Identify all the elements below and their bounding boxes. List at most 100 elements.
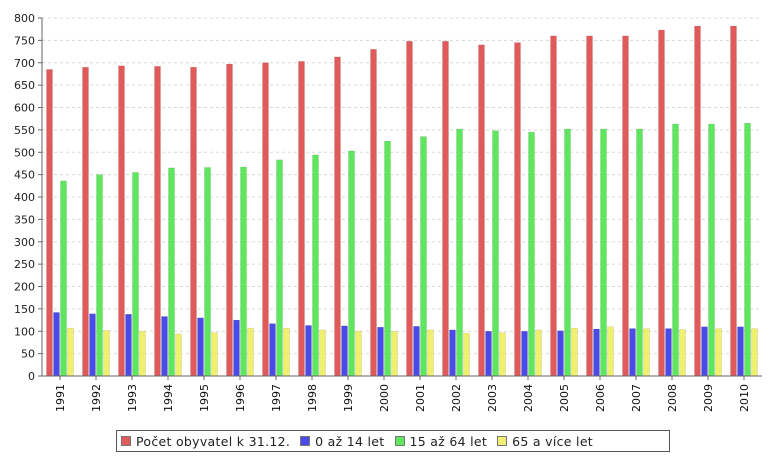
bar	[175, 333, 182, 377]
bar	[298, 61, 305, 377]
bar	[204, 167, 211, 377]
bar	[161, 316, 168, 377]
bar	[125, 313, 132, 377]
bar	[413, 326, 420, 377]
bar	[384, 140, 391, 377]
bar	[348, 150, 355, 377]
bar	[197, 317, 204, 377]
bar	[485, 331, 492, 377]
bar	[247, 327, 254, 377]
y-tick-label: 400	[14, 191, 35, 204]
bar	[139, 331, 146, 377]
legend-swatch-65-plus	[497, 436, 508, 446]
bar	[751, 328, 758, 377]
bar	[233, 319, 240, 377]
bar	[269, 323, 276, 377]
bar	[701, 326, 708, 377]
y-tick-label: 200	[14, 281, 35, 294]
bar	[478, 44, 485, 377]
x-tick-label: 2004	[522, 384, 535, 412]
legend-label-0-14: 0 až 14 let	[315, 433, 385, 449]
legend-item-total: Počet obyvatel k 31.12.	[121, 434, 290, 449]
bar	[283, 327, 290, 377]
legend-item-0-14: 0 až 14 let	[300, 434, 384, 449]
y-tick-label: 300	[14, 236, 35, 249]
bar	[564, 128, 571, 377]
bar	[118, 65, 125, 377]
bar	[514, 42, 521, 377]
y-tick-label: 500	[14, 146, 35, 159]
legend-label-15-64: 15 až 64 let	[409, 433, 488, 449]
bar	[672, 123, 679, 377]
legend-item-65-plus: 65 a více let	[497, 434, 593, 449]
bar	[492, 130, 499, 377]
bar	[154, 66, 161, 377]
bar	[103, 330, 110, 377]
legend-label-65-plus: 65 a více let	[512, 433, 594, 449]
bar	[550, 35, 557, 377]
bar	[211, 332, 218, 377]
x-tick-label: 2003	[486, 384, 499, 412]
x-tick-label: 1999	[342, 384, 355, 412]
y-tick-label: 750	[14, 34, 35, 47]
bar	[694, 25, 701, 377]
bar	[607, 326, 614, 377]
y-tick-label: 600	[14, 102, 35, 115]
bar	[53, 312, 60, 377]
bar	[665, 328, 672, 377]
bar	[355, 331, 362, 377]
bar	[449, 329, 456, 377]
x-tick-label: 1998	[306, 384, 319, 412]
bar	[622, 35, 629, 377]
bar-chart: 0 50 100 150 200 250 300 350 400 450 500 550 600 650 7…	[14, 12, 762, 412]
bar	[46, 69, 53, 377]
bar	[60, 180, 67, 377]
y-tick-label: 700	[14, 57, 35, 70]
bar	[499, 332, 506, 377]
bar	[643, 328, 650, 377]
x-tick-label: 2005	[558, 384, 571, 412]
bar	[420, 136, 427, 377]
bar	[406, 41, 413, 377]
legend-swatch-0-14	[300, 436, 311, 446]
bar	[586, 35, 593, 377]
legend-swatch-total	[121, 436, 131, 446]
bar	[96, 174, 103, 377]
legend: Počet obyvatel k 31.12. 0 až 14 let 15 a…	[116, 430, 670, 452]
bar	[571, 327, 578, 377]
x-tick-label: 2008	[666, 384, 679, 412]
bar	[521, 331, 528, 377]
bar	[334, 56, 341, 377]
bar	[168, 167, 175, 377]
bar	[730, 25, 737, 377]
y-tick-label: 150	[14, 303, 35, 316]
x-tick-label: 2000	[378, 384, 391, 412]
y-tick-label: 350	[14, 213, 35, 226]
bar	[737, 326, 744, 377]
bar	[557, 330, 564, 377]
x-tick-label: 1997	[270, 384, 283, 412]
y-tick-label: 250	[14, 258, 35, 271]
x-tick-label: 1991	[54, 384, 67, 412]
y-tick-label: 450	[14, 169, 35, 182]
bar	[67, 327, 74, 377]
bar	[442, 41, 449, 377]
bar	[377, 326, 384, 377]
x-tick-label: 2006	[594, 384, 607, 412]
bar	[82, 66, 89, 377]
bar	[341, 325, 348, 377]
bar	[744, 122, 751, 377]
y-tick-label: 0	[28, 370, 35, 383]
x-tick-label: 2009	[702, 384, 715, 412]
bar	[535, 329, 542, 377]
bar	[391, 331, 398, 377]
x-tick-label: 2010	[738, 384, 751, 412]
bar	[658, 29, 665, 377]
x-tick-label: 2007	[630, 384, 643, 412]
bar	[226, 63, 233, 377]
x-tick-label: 1996	[234, 384, 247, 412]
y-tick-label: 800	[14, 12, 35, 25]
x-tick-label: 1993	[126, 384, 139, 412]
legend-label-total: Počet obyvatel k 31.12.	[136, 433, 291, 449]
bar	[708, 123, 715, 377]
